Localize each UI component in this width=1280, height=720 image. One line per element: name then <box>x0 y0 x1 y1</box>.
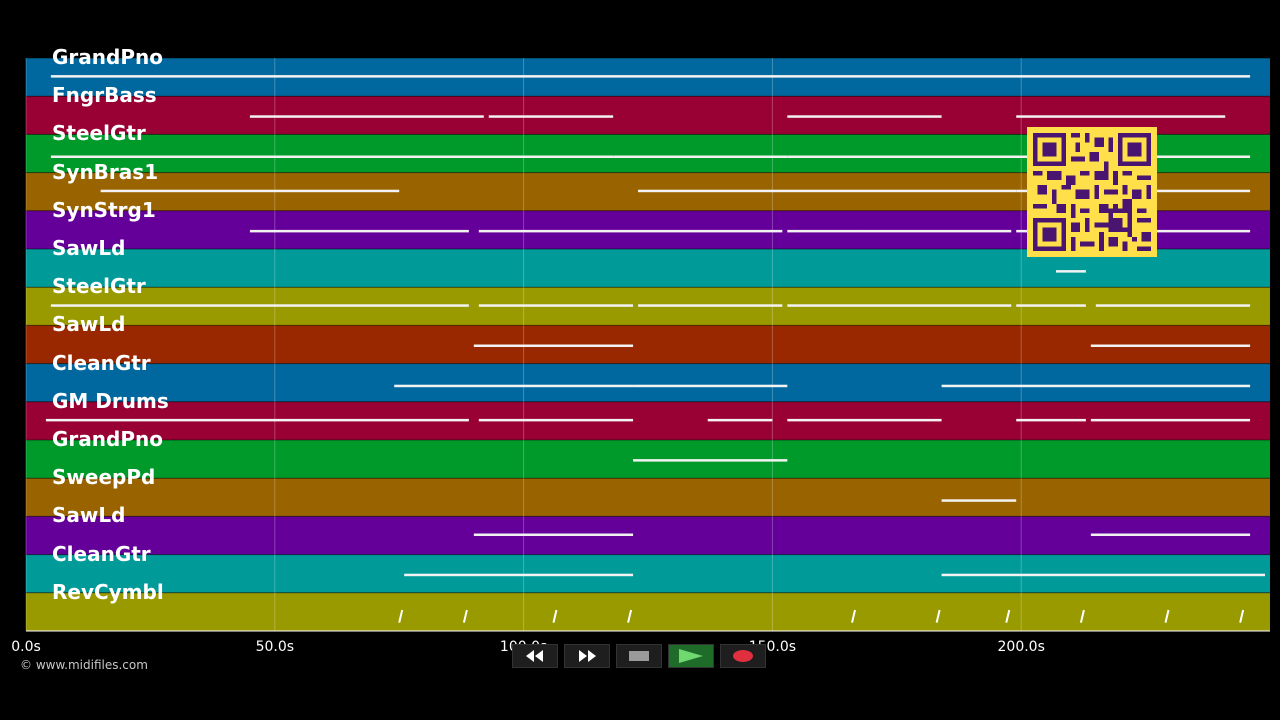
record-button[interactable] <box>720 644 766 668</box>
time-tick-label: 0.0s <box>11 639 41 655</box>
note-mark <box>787 155 1251 158</box>
track-label: GrandPno <box>52 45 163 69</box>
note-mark <box>394 384 634 388</box>
record-icon <box>733 650 753 662</box>
stop-icon <box>629 651 649 661</box>
track-label: CleanGtr <box>52 541 151 566</box>
note-mark <box>787 418 942 422</box>
note-mark <box>473 344 634 347</box>
note-mark <box>941 499 1017 502</box>
note-mark <box>1005 609 1011 623</box>
note-mark <box>633 459 788 462</box>
track-label: RevCymbl <box>52 579 164 604</box>
copyright-text: © www.midifiles.com <box>20 658 148 672</box>
track-lane <box>26 478 1270 517</box>
note-mark <box>613 155 788 158</box>
track-label: FngrBass <box>52 83 157 108</box>
note-mark <box>50 75 1251 78</box>
track-lane <box>26 325 1270 364</box>
note-mark <box>478 304 634 307</box>
track-lane <box>26 363 1270 402</box>
track-label: SteelGtr <box>52 274 146 299</box>
note-mark <box>707 418 773 422</box>
note-mark <box>638 189 1017 193</box>
note-mark <box>398 609 404 623</box>
note-mark <box>473 533 634 536</box>
track-lane <box>26 592 1270 631</box>
note-mark <box>1016 304 1086 307</box>
note-mark <box>100 189 400 193</box>
note-mark <box>1164 609 1170 623</box>
note-mark <box>1090 533 1251 536</box>
note-mark <box>1079 609 1085 623</box>
note-mark <box>851 609 856 623</box>
note-mark <box>1090 418 1251 422</box>
note-mark <box>478 229 783 233</box>
fast-forward-button[interactable] <box>564 644 610 668</box>
note-mark <box>787 115 942 118</box>
note-mark <box>45 418 469 422</box>
note-mark <box>633 384 788 388</box>
track-lane <box>26 554 1270 593</box>
note-mark <box>941 573 1266 577</box>
note-mark <box>861 229 1012 233</box>
note-mark <box>50 155 614 158</box>
track-label: SawLd <box>52 236 126 260</box>
note-mark <box>478 418 634 422</box>
note-mark <box>462 609 468 623</box>
rewind-button[interactable] <box>512 644 558 668</box>
note-mark <box>638 304 783 307</box>
track-label: SawLd <box>52 503 126 528</box>
note-mark <box>249 229 469 233</box>
track-lane <box>26 516 1270 555</box>
note-mark <box>787 304 1012 307</box>
track-label: SawLd <box>52 312 126 337</box>
note-mark <box>1239 609 1245 623</box>
note-mark <box>935 609 941 623</box>
track-label: GM Drums <box>52 388 169 413</box>
note-mark <box>552 609 558 623</box>
note-mark <box>1016 418 1086 422</box>
time-tick-label: 50.0s <box>255 639 295 655</box>
play-icon <box>679 649 703 663</box>
time-gridlines <box>25 58 1022 631</box>
note-mark <box>1090 344 1251 347</box>
time-tick-label: 200.0s <box>997 639 1045 655</box>
note-mark <box>50 304 469 307</box>
fast-forward-icon <box>579 650 596 662</box>
qr-code-icon <box>1033 133 1151 251</box>
note-mark <box>249 115 484 118</box>
play-button[interactable] <box>668 644 714 668</box>
track-label: SteelGtr <box>52 121 146 146</box>
track-label: SweepPd <box>52 465 156 490</box>
stop-button[interactable] <box>616 644 662 668</box>
note-mark <box>941 384 1251 388</box>
note-mark <box>627 609 633 623</box>
track-label: SynBras1 <box>52 159 159 184</box>
note-mark <box>488 115 614 118</box>
track-label: SynStrg1 <box>52 197 156 222</box>
qr-code[interactable] <box>1027 127 1157 257</box>
note-mark <box>1095 304 1251 307</box>
track-label: CleanGtr <box>52 350 151 375</box>
transport-controls <box>512 644 766 668</box>
note-mark <box>404 573 634 577</box>
note-mark <box>1056 270 1086 273</box>
note-mark <box>1016 115 1226 118</box>
note-mark <box>787 229 862 233</box>
rewind-icon <box>526 650 543 662</box>
track-label: GrandPno <box>52 427 163 451</box>
